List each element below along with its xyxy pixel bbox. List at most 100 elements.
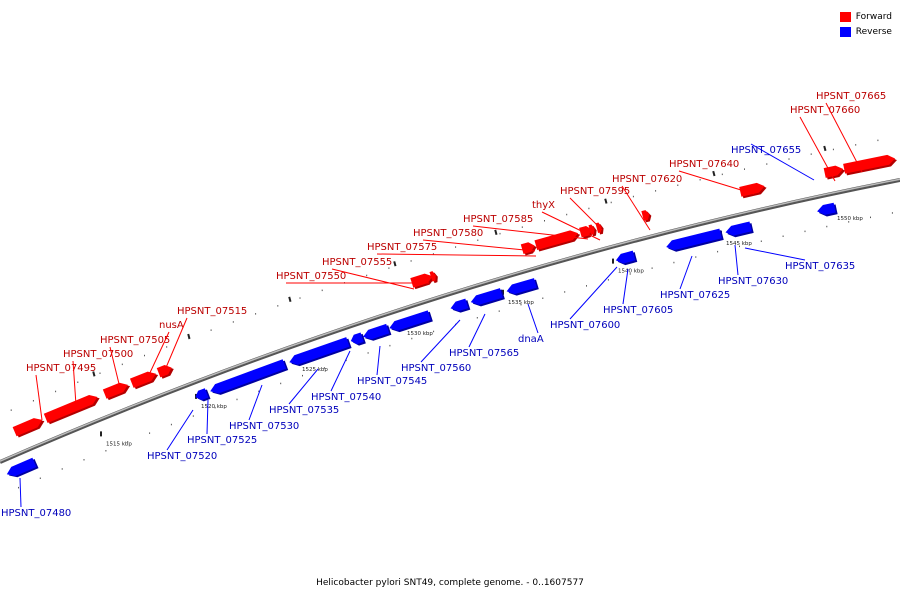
gene-label[interactable]: HPSNT_07625 <box>660 290 730 301</box>
reverse-track-dot <box>804 230 806 233</box>
reverse-gene-arrow[interactable] <box>745 221 754 234</box>
reverse-track-dot <box>105 450 107 452</box>
gene-arrow-body <box>817 202 836 215</box>
reverse-gene-arrow[interactable] <box>505 278 539 298</box>
gene-label[interactable]: HPSNT_07600 <box>550 320 620 331</box>
strand-legend: Forward Reverse <box>839 9 892 39</box>
reverse-track-dot <box>673 261 675 264</box>
gene-label[interactable]: HPSNT_07595 <box>560 186 630 197</box>
forward-track-dot <box>255 313 257 315</box>
gene-label[interactable]: HPSNT_07655 <box>731 145 801 156</box>
forward-gene-arrow[interactable] <box>739 181 768 199</box>
reverse-track-dot <box>695 256 697 258</box>
gene-arrow-body <box>6 457 37 477</box>
gene-label[interactable]: HPSNT_07525 <box>187 435 257 446</box>
forward-gene-arrow[interactable] <box>156 362 176 379</box>
gene-label[interactable]: HPSNT_07480 <box>1 508 71 519</box>
gene-label[interactable]: HPSNT_07660 <box>790 105 860 116</box>
reverse-gene-arrow[interactable] <box>361 323 392 343</box>
gene-leader-line <box>248 384 263 421</box>
reverse-gene-arrow[interactable] <box>194 388 211 404</box>
gene-label[interactable]: HPSNT_07635 <box>785 261 855 272</box>
gene-label[interactable]: HPSNT_07640 <box>669 159 739 170</box>
gene-leader-line <box>622 268 629 305</box>
gene-label[interactable]: HPSNT_07565 <box>449 348 519 359</box>
forward-gene-arrow[interactable] <box>843 153 898 176</box>
gene-label[interactable]: HPSNT_07630 <box>718 276 788 287</box>
gene-label[interactable]: HPSNT_07535 <box>269 405 339 416</box>
gene-leader-line <box>330 350 351 392</box>
gene-label[interactable]: HPSNT_07605 <box>603 305 673 316</box>
reverse-gene-arrow[interactable] <box>628 250 638 263</box>
gene-arrow-body <box>629 250 636 262</box>
forward-track-dot <box>588 207 590 210</box>
gene-label[interactable]: HPSNT_07545 <box>357 376 427 387</box>
gene-leader-line <box>750 143 815 181</box>
major-tick-mark <box>502 289 504 295</box>
reverse-gene-arrow[interactable] <box>349 332 366 348</box>
gene-label[interactable]: HPSNT_07505 <box>100 335 170 346</box>
gene-arrow-body <box>156 365 172 378</box>
upper-tick-mark <box>604 198 608 204</box>
reverse-track-dot <box>651 267 653 269</box>
forward-track-dot <box>744 168 745 170</box>
forward-track-dot <box>366 274 368 277</box>
reverse-gene-arrow[interactable] <box>816 202 838 218</box>
forward-track-dot <box>299 297 301 299</box>
forward-gene-arrow[interactable] <box>429 270 440 284</box>
gene-label[interactable]: dnaA <box>518 334 544 345</box>
reverse-gene-arrow[interactable] <box>288 337 352 369</box>
forward-gene-arrow[interactable] <box>588 224 597 237</box>
forward-gene-arrow[interactable] <box>102 380 132 401</box>
kbp-tick-label: 1545 kbp <box>726 241 752 247</box>
forward-gene-arrow[interactable] <box>641 209 652 223</box>
gene-leader-line <box>744 247 806 261</box>
gene-label[interactable]: HPSNT_07560 <box>401 363 471 374</box>
genome-backbone <box>0 178 900 464</box>
gene-arrow-body <box>739 182 765 197</box>
forward-gene-arrow[interactable] <box>410 271 436 290</box>
gene-label[interactable]: HPSNT_07530 <box>229 421 299 432</box>
gene-leader-line <box>472 225 589 240</box>
gene-label[interactable]: HPSNT_07575 <box>367 242 437 253</box>
reverse-gene-arrow[interactable] <box>665 228 724 254</box>
forward-gene-arrow[interactable] <box>129 369 160 390</box>
gene-label[interactable]: HPSNT_07520 <box>147 451 217 462</box>
reverse-gene-arrow[interactable] <box>209 359 289 398</box>
gene-label[interactable]: nusA <box>159 320 184 331</box>
upper-tick-mark <box>494 229 498 235</box>
forward-track-dot <box>766 163 768 165</box>
gene-label[interactable]: HPSNT_07555 <box>322 257 392 268</box>
gene-arrow-body <box>289 337 350 365</box>
gene-label[interactable]: HPSNT_07620 <box>612 174 682 185</box>
forward-track-dot <box>77 381 79 383</box>
forward-gene-arrow[interactable] <box>534 228 581 252</box>
gene-label[interactable]: HPSNT_07550 <box>276 271 346 282</box>
forward-track-dot <box>321 289 323 292</box>
gene-label[interactable]: HPSNT_07665 <box>816 91 886 102</box>
gene-label[interactable]: HPSNT_07540 <box>311 392 381 403</box>
gene-leader-line <box>799 116 836 182</box>
gene-leader-line <box>147 331 170 378</box>
gene-label[interactable]: HPSNT_07515 <box>177 306 247 317</box>
gene-arrow-body <box>745 221 752 232</box>
reverse-gene-arrow[interactable] <box>724 222 751 239</box>
forward-gene-arrow[interactable] <box>12 415 47 438</box>
gene-label[interactable]: HPSNT_07495 <box>26 363 96 374</box>
gene-label[interactable]: HPSNT_07580 <box>413 228 483 239</box>
legend-forward-label: Forward <box>855 11 892 22</box>
forward-gene-arrow[interactable] <box>43 392 102 425</box>
reverse-track-dot <box>127 441 129 443</box>
reverse-gene-arrow[interactable] <box>469 288 505 309</box>
reverse-gene-arrow[interactable] <box>449 298 471 315</box>
gene-label[interactable]: HPSNT_07500 <box>63 349 133 360</box>
forward-track-dot <box>810 153 812 155</box>
gene-label[interactable]: HPSNT_07585 <box>463 214 533 225</box>
reverse-track-dot <box>367 352 369 354</box>
reverse-gene-arrow[interactable] <box>5 457 39 481</box>
major-tick-mark <box>100 431 102 437</box>
gene-label[interactable]: thyX <box>532 200 555 211</box>
reverse-track-dot <box>83 459 85 461</box>
kbp-tick-label: 1540 kbp <box>618 269 644 275</box>
reverse-gene-arrow[interactable] <box>388 310 433 335</box>
